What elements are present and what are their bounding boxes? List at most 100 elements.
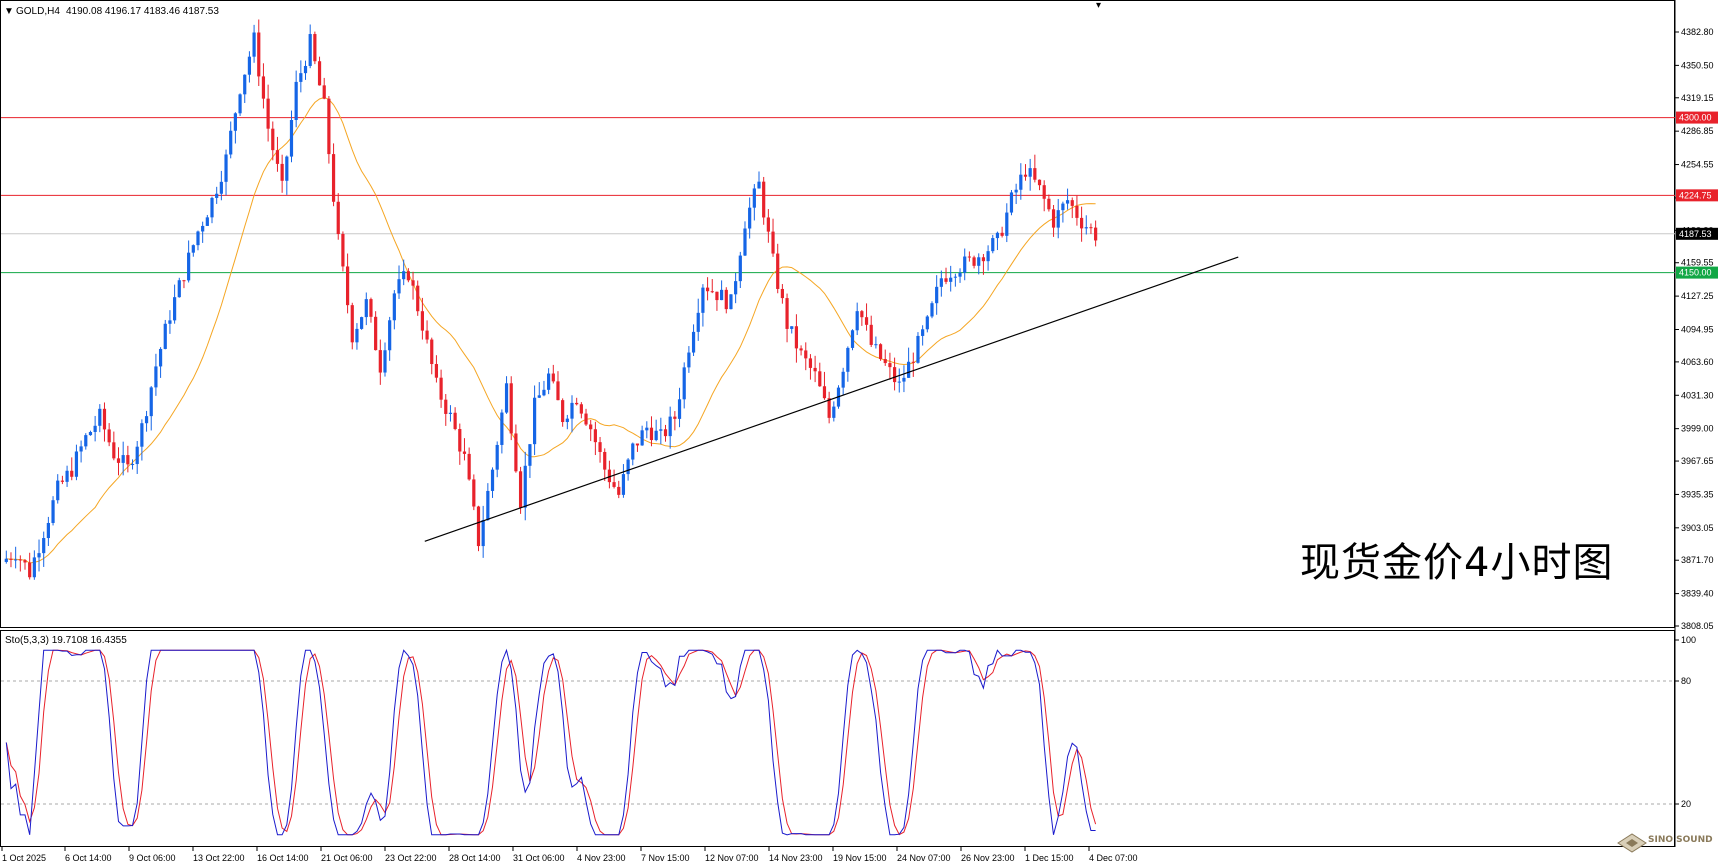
y-tick-label: 3871.70 bbox=[1681, 555, 1714, 565]
candle-bear bbox=[617, 486, 621, 495]
candle-bear bbox=[598, 442, 602, 452]
candle-bull bbox=[1065, 200, 1070, 204]
candle-bull bbox=[229, 130, 233, 155]
candle-bear bbox=[467, 453, 471, 480]
chart-collapse-arrow[interactable]: ▼ bbox=[4, 6, 14, 17]
candle-bear bbox=[710, 291, 714, 293]
candle-bear bbox=[673, 416, 677, 419]
x-tick-label: 1 Dec 15:00 bbox=[1025, 853, 1074, 863]
candle-bull bbox=[84, 435, 88, 447]
candle-bull bbox=[191, 245, 195, 253]
candle-bull bbox=[173, 297, 177, 321]
candle-bull bbox=[682, 367, 686, 400]
candle-bull bbox=[691, 331, 696, 353]
candle-bull bbox=[355, 328, 359, 343]
candle-bear bbox=[439, 377, 443, 400]
candle-bull bbox=[74, 451, 79, 477]
stoch-main-line bbox=[5, 648, 1096, 836]
candle-bull bbox=[14, 559, 18, 561]
candle-bear bbox=[518, 471, 523, 508]
candle-bear bbox=[766, 217, 770, 232]
candle-bull bbox=[757, 181, 761, 189]
price-level-tag-label: 4300.00 bbox=[1679, 113, 1712, 123]
candle-bear bbox=[1079, 217, 1084, 229]
y-tick-label: 3999.00 bbox=[1681, 424, 1714, 434]
candle-bear bbox=[1042, 185, 1046, 199]
candle-bear bbox=[794, 326, 799, 349]
candle-bull bbox=[925, 316, 929, 330]
candle-bull bbox=[841, 371, 845, 388]
candle-bear bbox=[878, 344, 883, 360]
x-tick-label: 21 Oct 06:00 bbox=[321, 853, 373, 863]
candle-bear bbox=[266, 98, 270, 129]
candle-bull bbox=[537, 395, 541, 398]
candle-bear bbox=[649, 427, 654, 441]
y-tick-label: 4254.55 bbox=[1681, 160, 1714, 170]
candle-bear bbox=[416, 285, 420, 312]
candle-bear bbox=[1075, 205, 1079, 218]
candle-bear bbox=[579, 404, 583, 414]
candle-bull bbox=[308, 34, 312, 66]
stoch-y-tick-label: 80 bbox=[1681, 676, 1691, 686]
candle-bear bbox=[23, 560, 27, 563]
candle-bull bbox=[46, 522, 50, 539]
candle-bear bbox=[434, 364, 439, 378]
candle-bull bbox=[196, 231, 200, 246]
price-level-tag-label: 4150.00 bbox=[1679, 268, 1712, 278]
candle-bear bbox=[280, 163, 284, 181]
candlesticks bbox=[4, 19, 1098, 580]
candle-bull bbox=[748, 207, 752, 229]
candle-bear bbox=[458, 429, 462, 452]
candle-bull bbox=[621, 474, 626, 495]
candle-bear bbox=[869, 324, 873, 345]
candle-bull bbox=[935, 286, 939, 304]
candle-bear bbox=[575, 402, 579, 405]
candle-bear bbox=[883, 359, 887, 364]
candle-bear bbox=[584, 413, 588, 425]
candle-bear bbox=[453, 412, 457, 430]
candle-bull bbox=[953, 276, 957, 278]
candle-bull bbox=[486, 490, 490, 521]
candle-bear bbox=[261, 76, 266, 99]
candle-bear bbox=[776, 253, 780, 289]
candle-bull bbox=[243, 74, 247, 95]
candle-bull bbox=[154, 366, 158, 388]
candle-bear bbox=[107, 429, 111, 443]
candle-bull bbox=[565, 418, 569, 423]
candle-bull bbox=[219, 181, 223, 194]
candle-bull bbox=[949, 277, 953, 282]
candle-bear bbox=[514, 433, 518, 472]
candle-bear bbox=[762, 181, 766, 218]
candle-bull bbox=[902, 377, 906, 382]
x-tick-label: 4 Dec 07:00 bbox=[1089, 853, 1138, 863]
candle-bull bbox=[481, 520, 485, 547]
candle-bear bbox=[808, 358, 813, 368]
candle-bear bbox=[561, 400, 565, 423]
candle-bear bbox=[603, 451, 607, 470]
candle-bull bbox=[252, 32, 256, 57]
candle-bull bbox=[720, 289, 724, 301]
candle-bear bbox=[780, 288, 784, 299]
candle-bear bbox=[472, 479, 476, 507]
candle-bull bbox=[528, 444, 532, 466]
candle-bull bbox=[98, 408, 102, 426]
candle-bull bbox=[850, 330, 855, 348]
candle-bull bbox=[130, 464, 135, 466]
candle-bear bbox=[607, 469, 612, 483]
support-trendline[interactable] bbox=[424, 256, 1239, 542]
candle-bull bbox=[158, 348, 163, 367]
candle-bull bbox=[874, 344, 878, 346]
candle-bull bbox=[168, 320, 172, 324]
one-click-trading-icon[interactable]: ▾ bbox=[1096, 0, 1101, 11]
x-tick-label: 23 Oct 22:00 bbox=[385, 853, 437, 863]
candle-bear bbox=[425, 330, 429, 340]
candle-bear bbox=[509, 383, 513, 434]
candle-bull bbox=[289, 119, 294, 157]
y-tick-label: 4127.25 bbox=[1681, 291, 1714, 301]
candle-bear bbox=[369, 299, 373, 317]
candle-bear bbox=[1033, 168, 1037, 180]
candle-bear bbox=[593, 429, 597, 443]
candle-bull bbox=[930, 303, 934, 317]
candle-bear bbox=[911, 361, 915, 363]
